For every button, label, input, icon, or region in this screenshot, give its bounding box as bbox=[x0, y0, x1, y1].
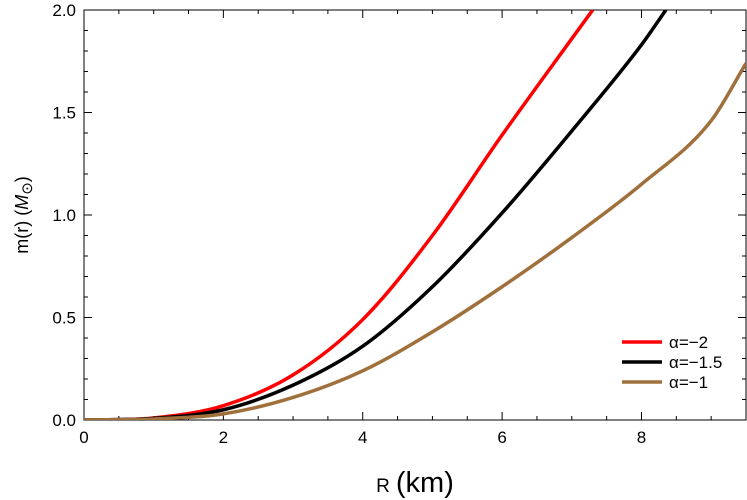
x-tick-label: 2 bbox=[219, 428, 228, 447]
ticks-layer: 0 2 4 6 8 0.0 0.5 1.0 1.5 2.0 bbox=[52, 1, 747, 447]
x-axis-label: R (km) bbox=[376, 467, 454, 499]
series-line-0 bbox=[84, 10, 595, 420]
x-tick-label: 0 bbox=[79, 428, 88, 447]
y-axis-label: m(r) (M⊙) bbox=[12, 176, 36, 254]
legend-label-2: α=−1 bbox=[669, 373, 708, 392]
series-line-2 bbox=[84, 62, 746, 420]
legend-label-0: α=−2 bbox=[669, 333, 708, 352]
y-tick-label: 1.0 bbox=[52, 206, 76, 225]
y-tick-label: 1.5 bbox=[52, 104, 76, 123]
plot-frame bbox=[83, 9, 747, 421]
y-tick-label: 2.0 bbox=[52, 1, 76, 20]
x-tick-label: 4 bbox=[358, 428, 367, 447]
x-tick-label: 6 bbox=[497, 428, 506, 447]
legend-label-1: α=−1.5 bbox=[669, 353, 722, 372]
y-tick-label: 0.0 bbox=[52, 411, 76, 430]
y-tick-label: 0.5 bbox=[52, 309, 76, 328]
legend: α=−2α=−1.5α=−1 bbox=[622, 333, 722, 392]
x-tick-label: 8 bbox=[637, 428, 646, 447]
series-line-1 bbox=[84, 10, 668, 420]
series-layer bbox=[84, 10, 746, 420]
